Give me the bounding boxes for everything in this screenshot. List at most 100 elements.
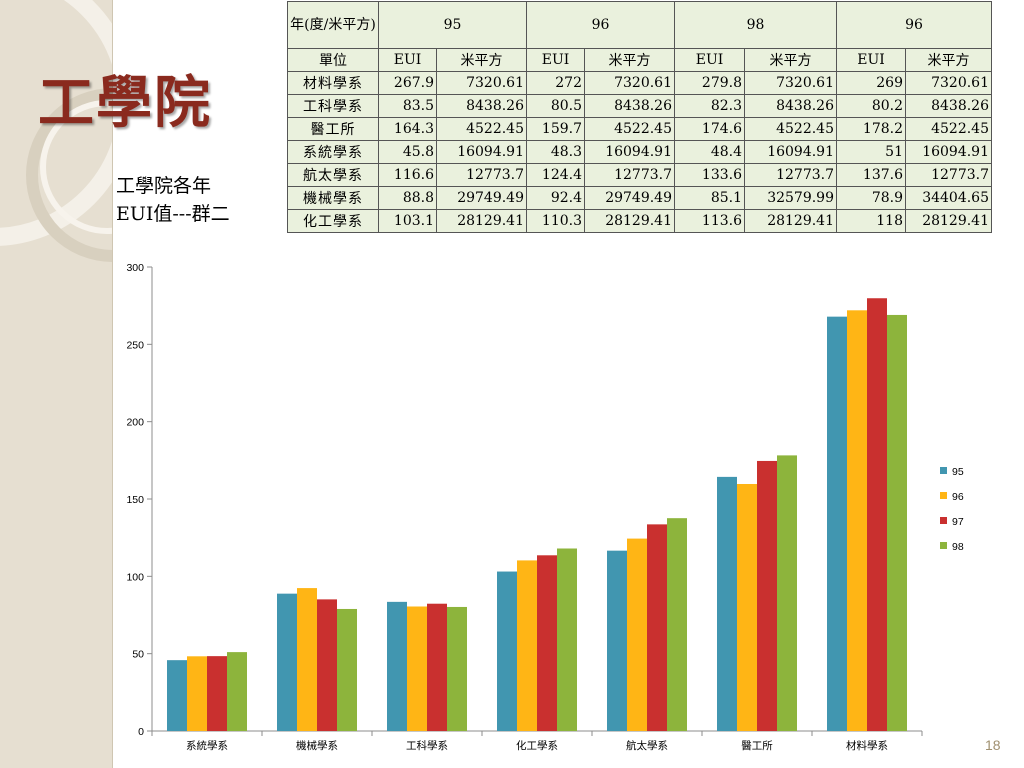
table-cell: 12773.7 — [436, 163, 527, 187]
table-cell: 29749.49 — [584, 186, 675, 210]
table-row: 航太學系 116.6 12773.7 124.4 12773.7 133.6 12773.7… — [287, 163, 992, 187]
table-row: 系統學系 45.8 16094.91 48.3 16094.91 48.4 16094.91… — [287, 140, 992, 164]
table-cell: 16094.91 — [584, 140, 675, 164]
table-cell: 4522.45 — [905, 117, 992, 141]
slide-title: 工學院 — [38, 70, 212, 136]
bar-98-6 — [887, 314, 907, 731]
bar-97-1 — [317, 599, 337, 731]
table-cell: 8438.26 — [584, 94, 675, 118]
subtitle-line-2: EUI值---群二 — [116, 203, 230, 225]
bar-95-0 — [167, 660, 187, 731]
table-cell: 16094.91 — [905, 140, 992, 164]
table-cell: 103.1 — [378, 209, 437, 233]
subtitle-line-1: 工學院各年 — [116, 175, 212, 197]
table-cell: 8438.26 — [905, 94, 992, 118]
table-sub-header: EUI — [836, 48, 906, 72]
eui-bar-chart: 0 50 100 150 200 250 300 系統學系 機械學系 工科學系 化工學系 航太學系 醫工… — [126, 262, 964, 752]
table-cell: 16094.91 — [436, 140, 527, 164]
y-tick-label: 150 — [126, 494, 144, 506]
legend-swatch-95 — [940, 467, 947, 474]
bar-97-0 — [207, 656, 227, 731]
x-tick-label: 航太學系 — [626, 739, 668, 752]
table-cell: 4522.45 — [584, 117, 675, 141]
table-unit-label: 單位 — [287, 48, 379, 72]
bar-96-2 — [407, 606, 427, 731]
table-cell: 28129.41 — [584, 209, 675, 233]
table-year-header: 95 — [378, 1, 527, 49]
x-tick-label: 醫工所 — [741, 740, 773, 752]
table-cell: 164.3 — [378, 117, 437, 141]
bar-96-6 — [847, 310, 867, 731]
legend-label: 95 — [952, 466, 964, 478]
table-cell: 28129.41 — [744, 209, 837, 233]
table-sub-header: EUI — [674, 48, 745, 72]
table-cell: 16094.91 — [744, 140, 837, 164]
table-row: 機械學系 88.8 29749.49 92.4 29749.49 85.1 32579.99… — [287, 186, 992, 210]
table-cell: 82.3 — [674, 94, 745, 118]
table-cell: 83.5 — [378, 94, 437, 118]
table-cell: 7320.61 — [584, 71, 675, 95]
table-year-header: 98 — [674, 1, 837, 49]
table-cell: 92.4 — [526, 186, 585, 210]
table-cell: 48.3 — [526, 140, 585, 164]
table-cell: 7320.61 — [744, 71, 837, 95]
table-cell: 7320.61 — [905, 71, 992, 95]
table-sub-header: 米平方 — [744, 48, 837, 72]
legend-swatch-97 — [940, 517, 947, 524]
y-tick-label: 200 — [126, 417, 144, 429]
table-cell: 279.8 — [674, 71, 745, 95]
table-cell: 8438.26 — [436, 94, 527, 118]
x-tick-label: 工科學系 — [406, 739, 448, 752]
eui-data-table: 年(度/米平方) 95 96 98 96 單位 EUI 米平方 EUI 米平方 … — [287, 1, 992, 233]
side-panel — [0, 0, 113, 768]
x-tick-label: 化工學系 — [516, 739, 558, 752]
legend-label: 96 — [952, 491, 964, 503]
table-cell: 12773.7 — [744, 163, 837, 187]
table-cell: 7320.61 — [436, 71, 527, 95]
bar-98-5 — [777, 455, 797, 731]
table-year-header: 96 — [836, 1, 992, 49]
table-cell: 269 — [836, 71, 906, 95]
bar-96-3 — [517, 560, 537, 731]
table-row: 醫工所 164.3 4522.45 159.7 4522.45 174.6 4522.45 1… — [287, 117, 992, 141]
table-cell: 80.5 — [526, 94, 585, 118]
bar-98-2 — [447, 606, 467, 731]
table-sub-header: EUI — [526, 48, 585, 72]
table-year-header-row: 年(度/米平方) 95 96 98 96 — [287, 1, 992, 49]
table-cell: 32579.99 — [744, 186, 837, 210]
table-cell: 4522.45 — [436, 117, 527, 141]
table-row-label: 材料學系 — [287, 71, 379, 95]
table-cell: 267.9 — [378, 71, 437, 95]
table-cell: 272 — [526, 71, 585, 95]
slide-subtitle: 工學院各年 EUI值---群二 — [116, 172, 230, 228]
bar-97-2 — [427, 603, 447, 731]
bar-98-4 — [667, 518, 687, 731]
table-cell: 4522.45 — [744, 117, 837, 141]
bar-95-4 — [607, 550, 627, 731]
table-cell: 85.1 — [674, 186, 745, 210]
table-cell: 133.6 — [674, 163, 745, 187]
bar-95-3 — [497, 571, 517, 731]
bar-96-1 — [297, 588, 317, 731]
bar-96-4 — [627, 538, 647, 731]
table-row-label: 航太學系 — [287, 163, 379, 187]
table-sub-header: 米平方 — [905, 48, 992, 72]
table-sub-header: 米平方 — [436, 48, 527, 72]
table-cell: 78.9 — [836, 186, 906, 210]
table-row-label: 工科學系 — [287, 94, 379, 118]
table-sub-header: EUI — [378, 48, 437, 72]
table-cell: 113.6 — [674, 209, 745, 233]
y-tick-label: 0 — [138, 726, 144, 738]
table-row: 工科學系 83.5 8438.26 80.5 8438.26 82.3 8438.26 80.… — [287, 94, 992, 118]
legend-label: 97 — [952, 516, 964, 528]
table-cell: 118 — [836, 209, 906, 233]
legend-swatch-96 — [940, 492, 947, 499]
table-cell: 110.3 — [526, 209, 585, 233]
x-tick-label: 材料學系 — [846, 739, 888, 752]
x-tick-label: 系統學系 — [186, 739, 228, 752]
table-cell: 178.2 — [836, 117, 906, 141]
bar-98-3 — [557, 548, 577, 731]
table-cell: 174.6 — [674, 117, 745, 141]
legend-label: 98 — [952, 541, 964, 553]
y-tick-label: 50 — [132, 649, 144, 661]
